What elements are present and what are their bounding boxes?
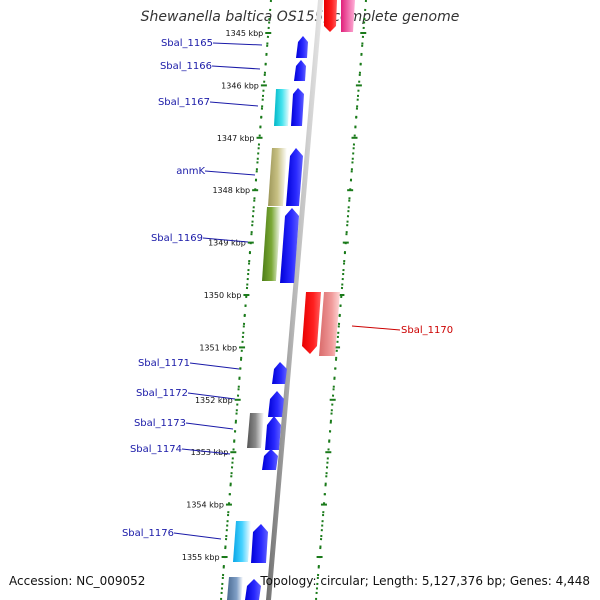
kbp-label: 1347 kbp <box>217 134 255 143</box>
gene-label-sbal-1173[interactable]: Sbal_1173 <box>134 418 186 429</box>
gene-arrow-sbal-1167[interactable] <box>291 88 304 126</box>
gene-label-sbal-1166[interactable]: Sbal_1166 <box>160 61 212 72</box>
gene-arrow-sbal-1165[interactable] <box>296 36 308 58</box>
leader-anmk <box>204 170 256 176</box>
gene-label-sbal-1172[interactable]: Sbal_1172 <box>136 388 188 399</box>
kbp-label: 1353 kbp <box>191 448 229 457</box>
gene-label-sbal-1169[interactable]: Sbal_1169 <box>151 233 203 244</box>
kbp-label: 1350 kbp <box>204 291 242 300</box>
gene-arrow-partial-top-pink <box>341 0 355 32</box>
leader-sbal-1171 <box>189 362 240 370</box>
gene-label-anmk[interactable]: anmK <box>176 166 205 177</box>
tick-marks <box>220 21 367 600</box>
gene-label-sbal-1176[interactable]: Sbal_1176 <box>122 528 174 539</box>
gene-label-sbal-1174[interactable]: Sbal_1174 <box>130 444 182 455</box>
gene-arrows <box>227 0 355 600</box>
kbp-label: 1354 kbp <box>186 501 224 510</box>
gene-arrow-partial-bottom-left <box>227 577 243 600</box>
leader-sbal-1166 <box>211 65 261 70</box>
gene-arrow-sbal-1174[interactable] <box>262 449 278 470</box>
leader-sbal-1169 <box>202 237 249 243</box>
gene-arrow-sbal-1167-part <box>274 89 290 126</box>
gene-arrow-sbal-1166[interactable] <box>294 60 306 81</box>
leader-sbal-1165 <box>212 42 263 46</box>
leader-sbal-1176 <box>173 532 222 540</box>
accession-text: Accession: NC_009052 <box>9 574 146 588</box>
leader-sbal-1174 <box>181 448 231 455</box>
kbp-label: 1348 kbp <box>212 186 250 195</box>
kbp-label: 1351 kbp <box>199 343 237 352</box>
gene-arrow-sbal-1169-part <box>262 207 281 281</box>
kbp-labels: 1345 kbp 1346 kbp 1347 kbp 1348 kbp 1349 kbp… <box>182 29 263 562</box>
gene-arrow-sbal-1176-part <box>233 521 251 562</box>
gene-arrow-sbal-1171[interactable] <box>272 362 287 384</box>
title: Shewanella baltica OS155, complete genom… <box>140 9 460 25</box>
gene-arrow-sbal-1173[interactable] <box>265 416 281 450</box>
kbp-label: 1349 kbp <box>208 239 246 248</box>
gene-arrow-anmk[interactable] <box>286 148 303 206</box>
gene-arrow-sbal-1173-part <box>247 413 264 448</box>
gene-arrow-sbal-1170-part <box>302 292 321 354</box>
gene-leaders <box>173 42 401 540</box>
gene-arrow-sbal-1176[interactable] <box>251 524 268 563</box>
right-track-border <box>315 0 367 600</box>
gene-label-sbal-1165[interactable]: Sbal_1165 <box>161 38 213 49</box>
genome-summary-text: Topology: circular; Length: 5,127,376 bp… <box>260 574 590 588</box>
left-track-border <box>220 0 272 600</box>
gene-label-sbal-1170[interactable]: Sbal_1170 <box>401 325 453 336</box>
gene-arrow-anmk-part <box>268 148 287 206</box>
gene-arrow-sbal-1169[interactable] <box>280 208 299 283</box>
genome-backbone <box>266 0 323 600</box>
gene-label-sbal-1171[interactable]: Sbal_1171 <box>138 358 190 369</box>
leader-sbal-1172 <box>187 392 236 400</box>
kbp-label: 1346 kbp <box>221 81 259 90</box>
gene-arrow-partial-bottom-blue <box>245 579 261 600</box>
kbp-label: 1355 kbp <box>182 553 220 562</box>
kbp-label: 1345 kbp <box>226 29 264 38</box>
gene-label-sbal-1167[interactable]: Sbal_1167 <box>158 97 210 108</box>
leader-sbal-1170 <box>351 325 401 331</box>
gene-arrow-sbal-1170[interactable] <box>319 292 340 356</box>
leader-sbal-1173 <box>185 422 234 430</box>
gene-arrow-partial-top-red <box>324 0 337 32</box>
gene-arrow-sbal-1172[interactable] <box>268 391 284 417</box>
kbp-label: 1352 kbp <box>195 396 233 405</box>
gene-labels: Sbal_1165 Sbal_1166 Sbal_1167 anmK Sbal_… <box>122 38 453 539</box>
leader-sbal-1167 <box>209 101 259 107</box>
